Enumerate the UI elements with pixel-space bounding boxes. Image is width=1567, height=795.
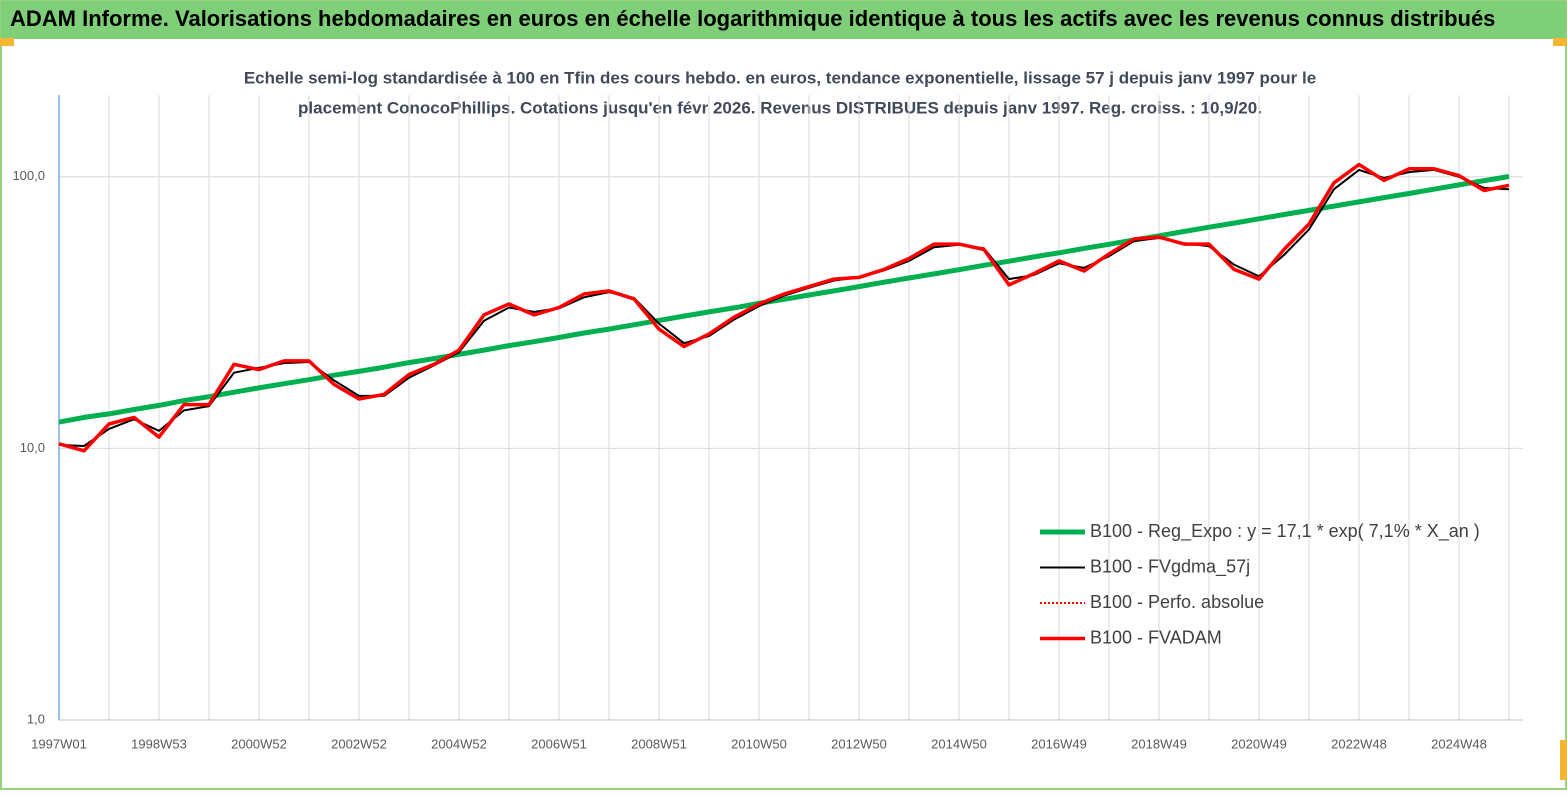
title-bar <box>1 1 1566 39</box>
x-tick-label: 2022W48 <box>1331 736 1387 751</box>
chart-title: ADAM Informe. Valorisations hebdomadaire… <box>10 6 1495 31</box>
x-tick-label: 2010W50 <box>731 736 787 751</box>
x-tick-label: 2018W49 <box>1131 736 1187 751</box>
x-tick-label: 2020W49 <box>1231 736 1287 751</box>
x-tick-label: 2008W51 <box>631 736 687 751</box>
corner-marker <box>0 38 14 46</box>
x-tick-label: 2000W52 <box>231 736 287 751</box>
x-tick-label: 2016W49 <box>1031 736 1087 751</box>
x-tick-label: 2024W48 <box>1431 736 1487 751</box>
series-line <box>58 162 1510 453</box>
chart-subtitle: placement ConocoPhillips. Cotations jusq… <box>298 98 1262 117</box>
legend-label: B100 - FVgdma_57j <box>1090 556 1250 577</box>
legend-label: B100 - Perfo. absolue <box>1090 592 1264 612</box>
x-tick-label: 2014W50 <box>931 736 987 751</box>
x-tick-label: 2004W52 <box>431 736 487 751</box>
x-tick-label: 1998W53 <box>131 736 187 751</box>
x-tick-label: 1997W01 <box>31 736 87 751</box>
legend-label: B100 - Reg_Expo : y = 17,1 * exp( 7,1% *… <box>1090 521 1480 542</box>
y-tick-label: 10,0 <box>20 440 45 455</box>
corner-marker <box>1553 38 1567 46</box>
y-tick-label: 100,0 <box>12 168 45 183</box>
chart-subtitle: Echelle semi-log standardisée à 100 en T… <box>244 68 1316 87</box>
y-tick-label: 1,0 <box>27 711 45 726</box>
series-line <box>58 174 1510 425</box>
x-tick-label: 2012W50 <box>831 736 887 751</box>
legend-label: B100 - FVADAM <box>1090 627 1222 647</box>
corner-marker <box>1560 740 1567 780</box>
x-tick-label: 2006W51 <box>531 736 587 751</box>
x-tick-label: 2002W52 <box>331 736 387 751</box>
